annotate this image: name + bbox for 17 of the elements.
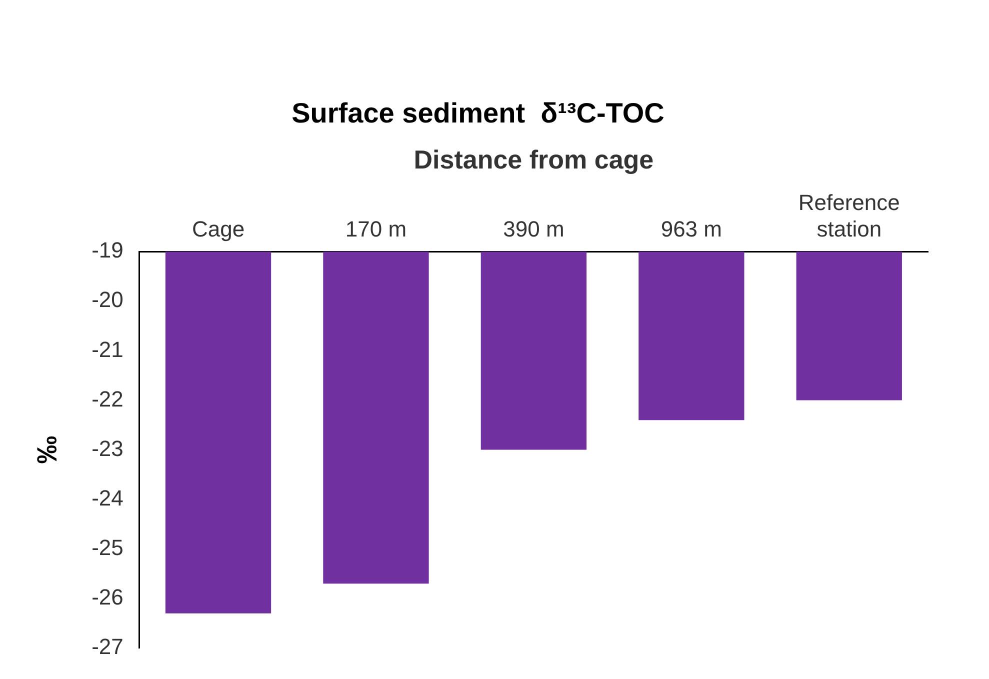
- y-tick-label: -22: [92, 386, 124, 412]
- x-tick-label: 170 m: [345, 216, 407, 242]
- y-tick-label: -24: [92, 485, 124, 510]
- x-tick-label: 963 m: [660, 216, 722, 242]
- y-tick-label: -21: [92, 336, 124, 362]
- x-tick-label: Reference station: [798, 190, 900, 242]
- y-tick-label: -27: [92, 634, 124, 660]
- y-tick-label: -20: [92, 287, 124, 312]
- y-tick-label: -23: [92, 436, 124, 461]
- chart-title: Surface sediment δ¹³C-TOC: [292, 98, 664, 129]
- y-tick-label: -26: [92, 584, 124, 610]
- x-axis-title: Distance from cage: [414, 144, 654, 174]
- y-tick-label: -19: [92, 238, 124, 263]
- x-tick-label: Cage: [192, 216, 245, 242]
- y-tick-label: -25: [92, 534, 124, 560]
- x-tick-label: 390 m: [503, 216, 564, 242]
- y-axis-title: ‰: [32, 436, 63, 464]
